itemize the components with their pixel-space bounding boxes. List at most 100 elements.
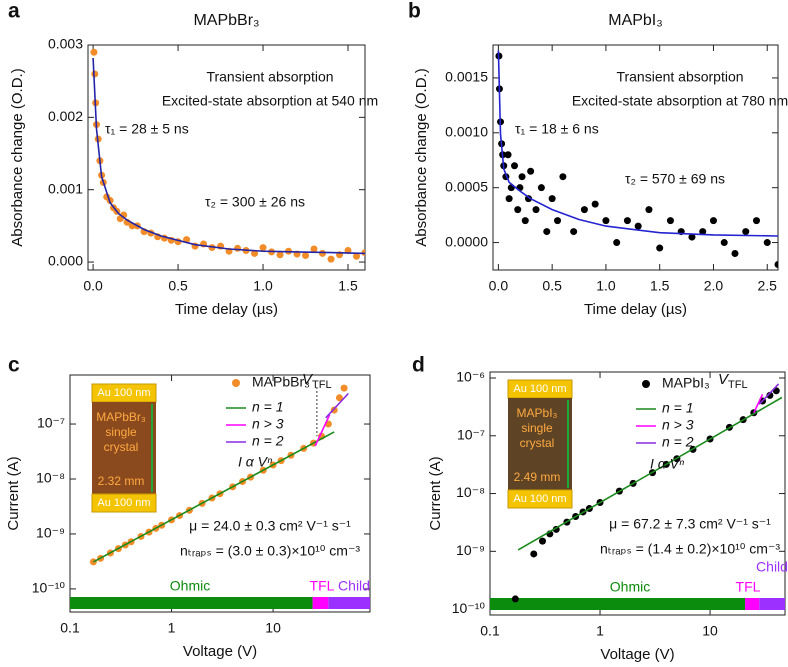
data-point <box>521 217 529 225</box>
inset-text: MAPbI₃ <box>517 406 558 420</box>
data-point <box>327 255 335 263</box>
data-point <box>742 228 750 236</box>
region-label: Child <box>338 578 370 594</box>
vtfl-sub: TFL <box>728 379 748 391</box>
legend-label: MAPbBr₃ <box>252 374 310 390</box>
inset-text: crystal <box>104 440 139 454</box>
chart-title: MAPbBr₃ <box>193 12 259 29</box>
region-label: TFL <box>736 579 761 595</box>
inset-text: single <box>521 421 553 435</box>
legend-label: n > 3 <box>662 417 694 433</box>
legend-label: n = 2 <box>252 433 284 449</box>
x-tick-label: 2.0 <box>704 278 724 294</box>
data-point <box>554 217 562 225</box>
y-tick-label: 10⁻¹⁰ <box>32 580 66 596</box>
y-tick-label: 0.0005 <box>445 178 488 194</box>
panel: a MAPbBr₃ 0.0 0.5 1.0 1.5 0.000 0.001 0.002 0.003… <box>8 0 378 318</box>
legend-label: n = 2 <box>662 434 694 450</box>
data-point <box>720 239 728 247</box>
data-point <box>580 206 588 214</box>
data-point <box>340 384 348 392</box>
data-point <box>276 251 284 259</box>
data-point <box>613 239 621 247</box>
region-label: Child <box>756 559 788 575</box>
x-tick-label: 10 <box>702 623 718 639</box>
vtfl-label: VTFL <box>302 371 332 391</box>
y-axis-label: Current (A) <box>427 456 444 530</box>
y-tick-label: 10⁻⁸ <box>456 484 485 500</box>
data-point <box>666 217 674 225</box>
x-tick-label: 0.1 <box>60 620 80 636</box>
data-point <box>688 233 696 241</box>
data-point <box>91 70 99 78</box>
x-tick-label: 1 <box>168 620 176 636</box>
panel: d 0.1 1 10 10⁻¹⁰ 10⁻⁹ 10⁻⁸ 10⁻⁷ 10⁻⁶ Voltage (V) C… <box>412 354 788 663</box>
y-axis-label: Current (A) <box>5 456 22 530</box>
inset-text: single <box>105 425 137 439</box>
data-point <box>645 206 653 214</box>
y-tick-label: 10⁻⁸ <box>36 470 65 486</box>
inset-text: 2.49 mm <box>514 470 561 484</box>
region-bar <box>759 598 785 610</box>
vtfl-v: V <box>302 371 314 388</box>
annotation: nₜᵣₐₚₛ = (3.0 ± 0.3)×10¹⁰ cm⁻³ <box>180 543 360 559</box>
x-tick-label: 1.0 <box>596 278 616 294</box>
x-tick-label: 1.5 <box>338 278 358 294</box>
x-tick-label: 1.0 <box>253 278 273 294</box>
annotation: μ = 67.2 ± 7.3 cm² V⁻¹ s⁻¹ <box>609 516 771 532</box>
annotation: nₜᵣₐₚₛ = (1.4 ± 0.2)×10¹⁰ cm⁻³ <box>600 541 780 557</box>
data-point <box>634 222 642 230</box>
x-tick-label: 0.5 <box>542 278 562 294</box>
panel-letter: c <box>8 354 20 377</box>
data-point <box>623 217 631 225</box>
region-bar <box>328 597 370 609</box>
data-point <box>514 206 522 214</box>
annotation: Transient absorption <box>616 69 743 85</box>
data-point <box>570 228 578 236</box>
x-tick-label: 2.5 <box>758 278 778 294</box>
y-axis-label: Absorbance change (O.D.) <box>9 68 26 246</box>
annotation: τ₁ = 18 ± 6 ns <box>515 121 599 137</box>
fit-line <box>497 50 778 237</box>
y-tick-label: 0.003 <box>48 36 83 52</box>
x-tick-label: 1.5 <box>650 278 670 294</box>
legend-label: n = 1 <box>662 400 694 416</box>
electrode <box>507 489 573 509</box>
annotation: Transient absorption <box>206 69 333 85</box>
inset-text: Au 100 nm <box>513 383 566 395</box>
data-point <box>302 252 310 260</box>
data-point <box>505 195 513 203</box>
x-axis-label: Time delay (µs) <box>584 301 687 318</box>
x-axis-label: Voltage (V) <box>600 646 674 663</box>
x-tick-label: 0.1 <box>480 623 500 639</box>
x-tick-label: 0.0 <box>83 278 103 294</box>
annotation: Excited-state absorption at 540 nm <box>162 93 378 109</box>
legend-symbol <box>642 380 650 388</box>
data-point <box>602 217 610 225</box>
data-point <box>731 250 739 258</box>
data-point <box>699 228 707 236</box>
chart-title: MAPbI₃ <box>608 12 663 29</box>
fit-line <box>753 394 764 414</box>
plot-area <box>70 384 370 609</box>
fit-line <box>92 57 365 255</box>
region-bar <box>490 598 746 610</box>
inset-text: MAPbBr₃ <box>96 410 146 424</box>
legend-note: I α Vⁿ <box>650 456 684 472</box>
region-bar <box>312 597 329 609</box>
plot-area <box>495 50 778 269</box>
annotation: μ = 24.0 ± 0.3 cm² V⁻¹ s⁻¹ <box>189 518 351 534</box>
data-point <box>543 228 551 236</box>
y-tick-label: 10⁻⁷ <box>457 426 485 442</box>
x-tick-label: 1 <box>596 623 604 639</box>
electrode <box>91 493 157 513</box>
data-point <box>259 244 267 252</box>
data-point <box>530 550 538 558</box>
panel-letter: d <box>412 354 425 377</box>
fit-line <box>314 414 331 447</box>
panel-letter: a <box>8 0 20 23</box>
vtfl-label: VTFL <box>718 371 748 391</box>
annotation: τ₂ = 570 ± 69 ns <box>625 171 725 187</box>
region-bar <box>70 597 313 609</box>
legend-symbol <box>232 379 240 387</box>
